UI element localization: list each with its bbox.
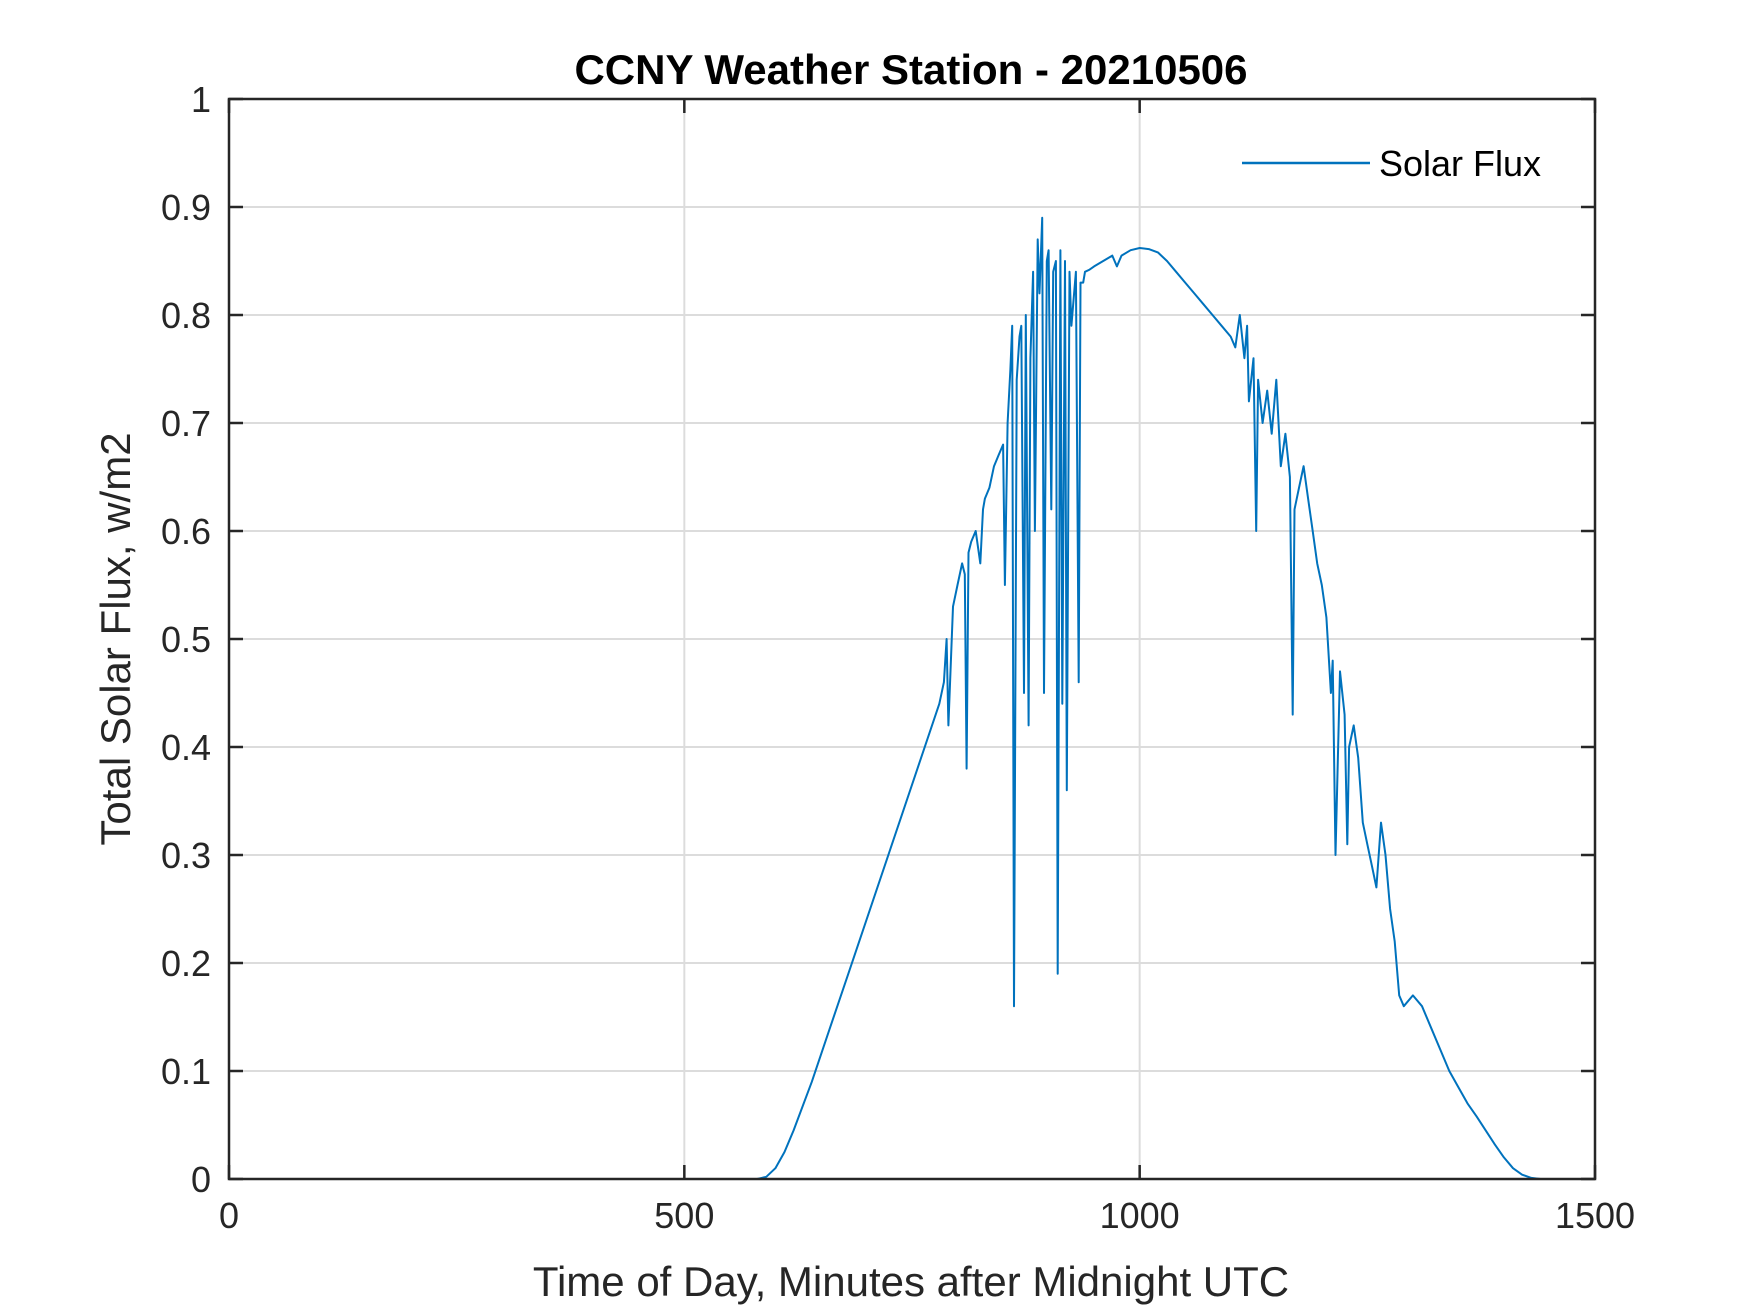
- legend-label-solar-flux: Solar Flux: [1379, 143, 1541, 184]
- series-layer: [229, 216, 1541, 1180]
- grid-lines: [229, 99, 1595, 1179]
- chart-title: CCNY Weather Station - 20210506: [574, 46, 1247, 93]
- y-tick-label: 0.9: [161, 187, 211, 228]
- series-line-solar-flux: [229, 216, 1541, 1180]
- y-tick-label: 0.6: [161, 511, 211, 552]
- y-tick-label: 0.5: [161, 619, 211, 660]
- y-tick-label: 0.1: [161, 1051, 211, 1092]
- y-tick-label: 0.8: [161, 295, 211, 336]
- y-tick-label: 0.4: [161, 727, 211, 768]
- y-tick-label: 0.3: [161, 835, 211, 876]
- y-tick-label: 0: [191, 1159, 211, 1200]
- y-tick-label: 1: [191, 79, 211, 120]
- x-tick-label: 0: [219, 1195, 239, 1236]
- x-tick-label: 1500: [1555, 1195, 1635, 1236]
- legend: Solar Flux: [1242, 143, 1541, 184]
- x-axis-label: Time of Day, Minutes after Midnight UTC: [533, 1258, 1289, 1305]
- y-tick-label: 0.7: [161, 403, 211, 444]
- y-axis-label: Total Solar Flux, w/m2: [92, 432, 139, 845]
- x-tick-label: 500: [654, 1195, 714, 1236]
- y-tick-label: 0.2: [161, 943, 211, 984]
- axis-ticks: 0 500 1000 1500 0 0.1 0.2 0.3 0.4 0.5 0.6 0.7 0.8 0.9…: [161, 79, 1635, 1236]
- x-tick-label: 1000: [1100, 1195, 1180, 1236]
